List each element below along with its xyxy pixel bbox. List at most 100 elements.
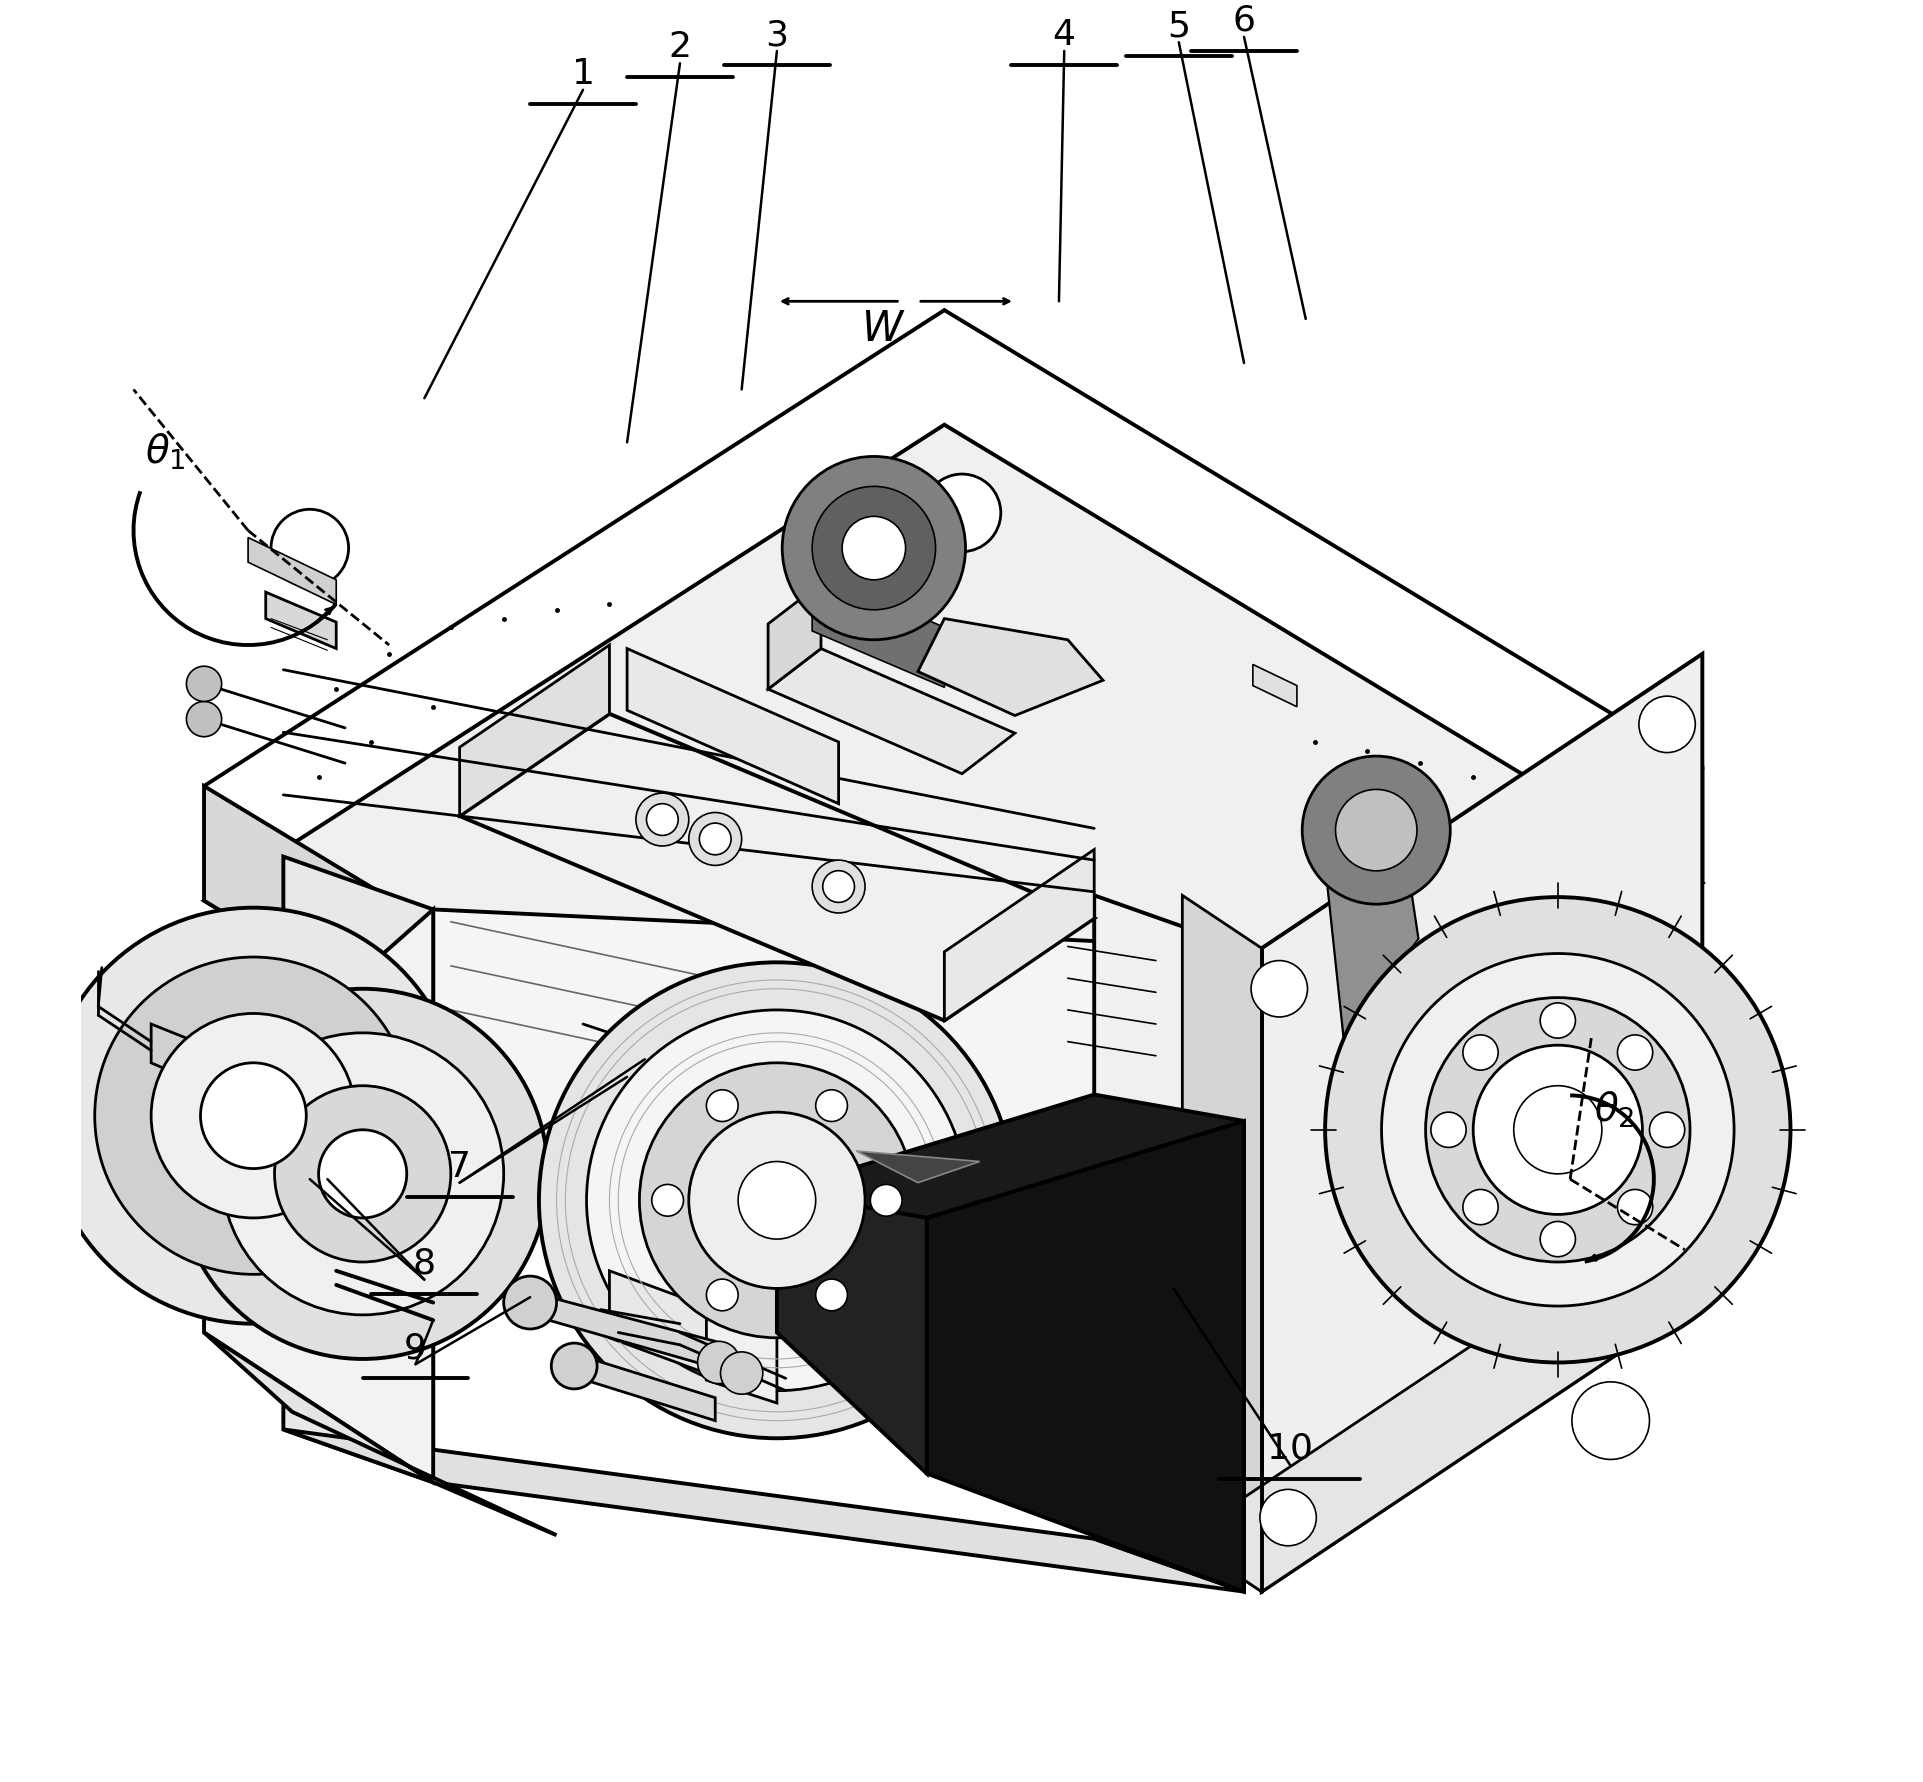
Text: $\theta_2$: $\theta_2$ (1592, 1089, 1633, 1130)
Circle shape (1540, 1003, 1575, 1039)
Polygon shape (706, 1301, 777, 1402)
Polygon shape (1094, 896, 1244, 1591)
Circle shape (823, 871, 854, 903)
Circle shape (688, 813, 740, 866)
Circle shape (587, 1010, 967, 1392)
Circle shape (1250, 960, 1308, 1018)
Circle shape (719, 1353, 762, 1395)
Circle shape (504, 1276, 556, 1329)
Polygon shape (767, 584, 821, 690)
Circle shape (637, 793, 688, 846)
Circle shape (869, 1185, 902, 1217)
Polygon shape (283, 911, 1244, 1169)
Polygon shape (460, 715, 1094, 1021)
Polygon shape (856, 1151, 979, 1183)
Circle shape (1325, 898, 1790, 1363)
Text: 9: 9 (404, 1331, 427, 1365)
Circle shape (1638, 1235, 1694, 1290)
Circle shape (812, 486, 935, 611)
Polygon shape (460, 645, 610, 816)
Polygon shape (204, 1333, 556, 1536)
Circle shape (1617, 1190, 1652, 1224)
Circle shape (1638, 697, 1694, 754)
Circle shape (1571, 1383, 1648, 1459)
Circle shape (815, 1091, 846, 1123)
Circle shape (1461, 1190, 1498, 1224)
Circle shape (94, 957, 412, 1274)
Circle shape (906, 1198, 983, 1274)
Polygon shape (204, 426, 1702, 1360)
Circle shape (275, 1085, 450, 1262)
Circle shape (271, 510, 348, 588)
Polygon shape (610, 1271, 715, 1377)
Text: 7: 7 (448, 1149, 471, 1183)
Text: 10: 10 (1265, 1431, 1311, 1465)
Polygon shape (1183, 896, 1261, 1591)
Circle shape (783, 458, 965, 640)
Text: 2: 2 (667, 30, 690, 64)
Polygon shape (944, 850, 1094, 1021)
Polygon shape (204, 911, 433, 1483)
Polygon shape (627, 649, 838, 804)
Circle shape (652, 1185, 683, 1217)
Circle shape (815, 1279, 846, 1312)
Circle shape (688, 1112, 865, 1288)
Circle shape (1617, 1035, 1652, 1071)
Polygon shape (283, 1429, 1244, 1591)
Polygon shape (927, 1121, 1244, 1591)
Polygon shape (531, 1292, 715, 1369)
Circle shape (812, 861, 865, 914)
Polygon shape (962, 770, 1702, 1360)
Circle shape (646, 804, 677, 836)
Circle shape (738, 1162, 815, 1240)
Polygon shape (767, 649, 1013, 775)
Circle shape (552, 1344, 596, 1390)
Polygon shape (152, 1016, 204, 1165)
Circle shape (1425, 998, 1688, 1262)
Circle shape (1461, 1035, 1498, 1071)
Polygon shape (1317, 757, 1417, 1037)
Circle shape (538, 962, 1013, 1438)
Circle shape (1431, 1112, 1465, 1148)
Circle shape (1540, 1222, 1575, 1256)
Text: 3: 3 (765, 18, 788, 52)
Polygon shape (283, 857, 433, 1483)
Circle shape (638, 1064, 913, 1338)
Circle shape (842, 517, 906, 581)
Polygon shape (777, 1094, 1244, 1219)
Polygon shape (152, 1025, 204, 1085)
Polygon shape (265, 593, 337, 649)
Circle shape (46, 909, 462, 1324)
Text: 1: 1 (571, 57, 594, 91)
Polygon shape (812, 570, 944, 688)
Text: 4: 4 (1052, 18, 1075, 52)
Circle shape (187, 702, 221, 738)
Polygon shape (573, 1354, 715, 1420)
Circle shape (187, 666, 221, 702)
Circle shape (1648, 1112, 1685, 1148)
Circle shape (706, 1279, 738, 1312)
Circle shape (177, 989, 548, 1360)
Circle shape (152, 1014, 356, 1219)
Text: 8: 8 (413, 1246, 437, 1279)
Circle shape (923, 474, 1000, 552)
Circle shape (698, 823, 731, 855)
Circle shape (698, 1342, 740, 1385)
Circle shape (1335, 789, 1415, 871)
Polygon shape (1252, 665, 1296, 707)
Polygon shape (917, 620, 1102, 716)
Circle shape (1302, 757, 1450, 905)
Polygon shape (248, 538, 337, 606)
Circle shape (706, 1091, 738, 1123)
Circle shape (1513, 1085, 1602, 1174)
Polygon shape (777, 1192, 927, 1474)
Text: $\theta_1$: $\theta_1$ (144, 431, 185, 472)
Circle shape (1592, 731, 1669, 807)
Circle shape (1260, 1490, 1315, 1547)
Circle shape (1473, 1046, 1642, 1215)
Circle shape (1381, 953, 1733, 1306)
Text: 5: 5 (1167, 9, 1190, 43)
Circle shape (319, 1130, 406, 1219)
Polygon shape (1183, 1244, 1702, 1591)
Circle shape (200, 1064, 306, 1169)
